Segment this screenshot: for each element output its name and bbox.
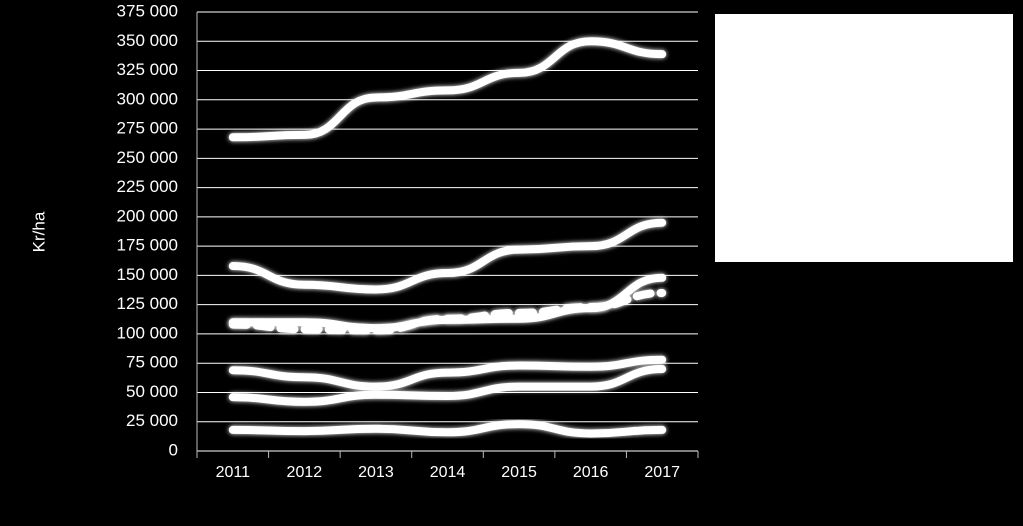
series-line: [228, 37, 667, 142]
y-tick-label: 100 000: [117, 323, 178, 342]
y-tick-label: 250 000: [117, 148, 178, 167]
y-tick-label: 175 000: [117, 236, 178, 255]
series-line: [228, 288, 667, 335]
series-line: [228, 365, 667, 406]
legend-box: [715, 14, 1013, 262]
y-tick-label: 0: [169, 440, 178, 459]
y-tick-label: 325 000: [117, 60, 178, 79]
y-tick-label: 300 000: [117, 89, 178, 108]
y-tick-label: 150 000: [117, 265, 178, 284]
y-tick-label: 25 000: [126, 411, 178, 430]
x-tick-label: 2011: [216, 464, 251, 481]
x-tick-label: 2016: [573, 464, 609, 481]
y-tick-label: 200 000: [117, 206, 178, 225]
x-tick-label: 2013: [358, 464, 394, 481]
y-tick-label: 350 000: [117, 31, 178, 50]
series-line: [228, 355, 667, 391]
x-tick-label: 2014: [430, 464, 466, 481]
x-tick-label: 2015: [501, 464, 537, 481]
y-tick-label: 75 000: [126, 353, 178, 372]
y-tick-label: 225 000: [117, 177, 178, 196]
x-tick-label: 2017: [644, 464, 680, 481]
series-line: [228, 420, 667, 438]
y-tick-label: 50 000: [126, 382, 178, 401]
series-line: [228, 218, 667, 294]
y-tick-label: 125 000: [117, 294, 178, 313]
y-axis-label: Kr/ha: [29, 211, 48, 252]
y-tick-label: 275 000: [117, 119, 178, 138]
y-tick-label: 375 000: [117, 1, 178, 20]
x-tick-label: 2012: [287, 464, 323, 481]
